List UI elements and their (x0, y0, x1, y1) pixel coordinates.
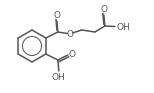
Text: OH: OH (52, 73, 66, 81)
Text: O: O (100, 4, 107, 13)
Text: O: O (66, 29, 73, 39)
Text: O: O (69, 50, 76, 59)
Text: O: O (53, 11, 60, 20)
Text: OH: OH (117, 23, 131, 32)
